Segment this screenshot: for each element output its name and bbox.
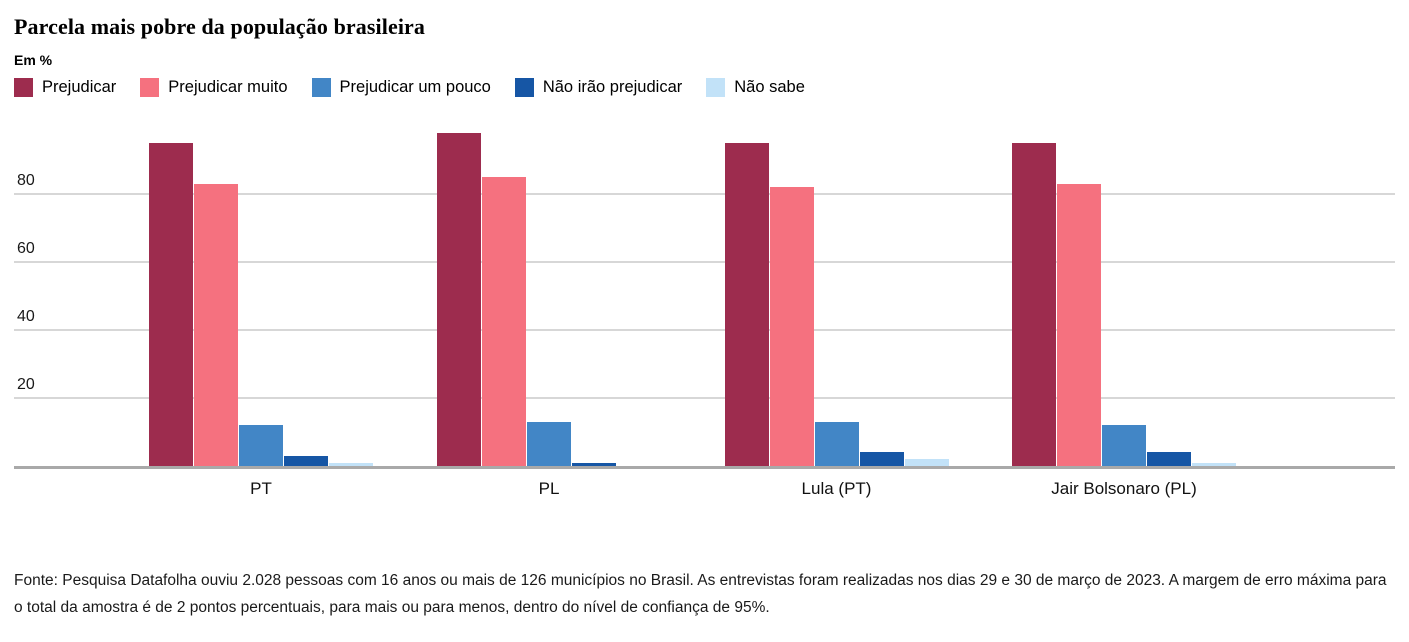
gridline-60 xyxy=(14,261,1395,263)
y-axis-tick-label: 40 xyxy=(17,308,35,325)
gridline-20 xyxy=(14,397,1395,399)
legend-label: Não sabe xyxy=(734,78,805,96)
source-note: Fonte: Pesquisa Datafolha ouviu 2.028 pe… xyxy=(14,572,1387,616)
legend-label: Prejudicar um pouco xyxy=(339,78,491,96)
bar xyxy=(859,452,904,466)
bar xyxy=(329,462,373,466)
gridline-40 xyxy=(14,329,1395,331)
legend-label: Prejudicar muito xyxy=(168,78,288,96)
bar xyxy=(194,183,238,466)
legend-swatch-icon xyxy=(140,78,160,97)
bar xyxy=(239,425,283,466)
legend-item-4: Não irão prejudicar xyxy=(514,78,683,97)
bar xyxy=(1192,462,1236,466)
x-axis-label: PL xyxy=(538,479,560,498)
y-axis-tick-label: 80 xyxy=(17,172,35,189)
bar xyxy=(769,187,814,466)
gridline-80 xyxy=(14,193,1395,195)
x-axis-label: Jair Bolsonaro (PL) xyxy=(1051,479,1197,498)
bar xyxy=(149,143,193,466)
legend-swatch-icon xyxy=(311,78,331,97)
legend-swatch-icon xyxy=(514,78,534,97)
bar xyxy=(437,132,481,466)
bar xyxy=(1012,143,1056,466)
bar-group xyxy=(437,132,661,466)
x-axis-label: PT xyxy=(250,479,272,498)
bar xyxy=(1147,452,1191,466)
y-axis-tick-label: 20 xyxy=(17,376,35,393)
legend: Prejudicar Prejudicar muito Prejudicar um … xyxy=(14,78,805,97)
bar xyxy=(572,462,616,466)
bar xyxy=(814,421,859,466)
bar xyxy=(904,459,949,466)
legend-item-2: Prejudicar muito xyxy=(140,78,288,97)
legend-swatch-icon xyxy=(14,78,33,97)
y-axis-tick-label: 60 xyxy=(17,240,35,257)
legend-label: Não irão prejudicar xyxy=(542,78,683,96)
bar xyxy=(724,143,769,466)
chart-title: Parcela mais pobre da população brasilei… xyxy=(14,14,425,39)
bar xyxy=(482,177,526,466)
bar-group xyxy=(1012,143,1236,466)
legend-label: Prejudicar xyxy=(42,78,117,96)
bar xyxy=(284,455,328,466)
bar xyxy=(1057,183,1101,466)
bar-group xyxy=(149,143,373,466)
plot-area: 20 40 60 80 PT PL Lula (PT) Jair Bolsonaro (PL) xyxy=(14,125,1395,498)
legend-item-3: Prejudicar um pouco xyxy=(311,78,491,97)
bar xyxy=(1102,425,1146,466)
x-axis-label: Lula (PT) xyxy=(801,479,872,498)
legend-swatch-icon xyxy=(706,78,726,97)
bar xyxy=(527,421,571,466)
bar-group xyxy=(724,143,949,466)
legend-item-1: Prejudicar xyxy=(14,78,116,97)
legend-item-5: Não sabe xyxy=(706,78,805,97)
unit-label: Em % xyxy=(14,52,53,68)
